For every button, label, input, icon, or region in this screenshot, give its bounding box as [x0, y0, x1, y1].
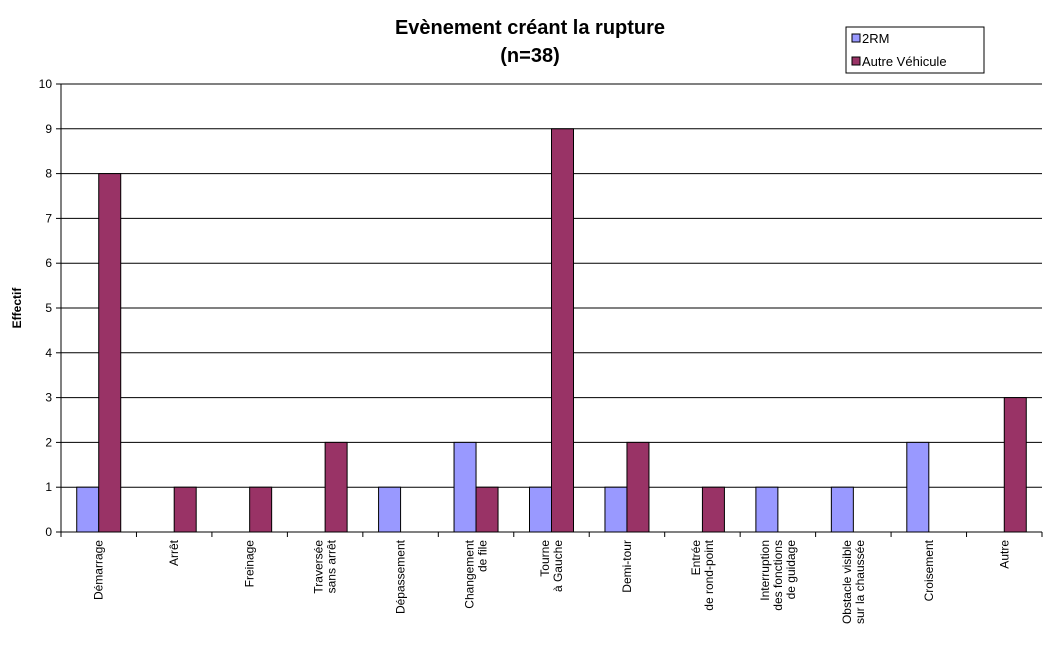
- y-tick-labels: 0 1 2 3 4 5 6 7 8 9 10: [39, 77, 53, 539]
- bar-autre-vehicule: [626, 441, 650, 533]
- bar-2rm: [76, 486, 100, 533]
- x-tick-labels: Démarrage Arrêt Freinage Traversée sans arrê…: [92, 539, 1012, 624]
- x-tick-label-line: Autre: [997, 540, 1011, 569]
- x-tick-label-line: Obstacle visible: [840, 540, 854, 624]
- y-tick-label: 2: [45, 435, 52, 449]
- x-tick-label-line: Traversée: [312, 540, 326, 594]
- x-tick-label: Démarrage: [92, 540, 106, 600]
- x-tick-label-line: Tourne: [538, 540, 552, 577]
- legend: 2RM Autre Véhicule: [845, 26, 985, 74]
- bar-autre-vehicule: [701, 486, 725, 533]
- bar-autre-vehicule: [551, 128, 574, 533]
- bar-2rm: [529, 486, 552, 533]
- legend-swatch-2rm: [851, 33, 861, 43]
- x-tick-label-line: à Gauche: [551, 540, 565, 592]
- bar-2rm: [755, 486, 779, 533]
- bar-autre-vehicule: [173, 486, 197, 533]
- x-tick-label: Arrêt: [167, 539, 181, 566]
- x-tick-label: Demi-tour: [620, 540, 634, 593]
- x-tick-label: Dépassement: [394, 539, 408, 614]
- x-tick-label-line: de file: [476, 540, 490, 572]
- y-tick-label: 10: [39, 77, 53, 91]
- y-tick-label: 0: [45, 525, 52, 539]
- x-tick-label-line: Arrêt: [167, 539, 181, 566]
- y-axis-label: Effectif: [10, 287, 24, 329]
- y-tick-label: 1: [45, 480, 52, 494]
- y-tick-label: 3: [45, 391, 52, 405]
- x-tick-label-line: sur la chaussée: [853, 540, 867, 624]
- x-tick-label: Autre: [997, 540, 1011, 569]
- bar-autre-vehicule: [475, 486, 499, 533]
- bar-2rm: [604, 486, 628, 533]
- bar-2rm: [378, 486, 402, 533]
- x-tick-label: Entrée de rond-point: [689, 539, 716, 610]
- bar-autre-vehicule: [249, 486, 273, 533]
- legend-frame: [845, 26, 985, 74]
- bar-2rm: [830, 486, 854, 533]
- legend-label-2rm: 2RM: [862, 31, 889, 46]
- x-tick-label: Tourne à Gauche: [538, 540, 565, 592]
- x-tick-label: Freinage: [243, 540, 257, 588]
- x-tick-label-line: de rond-point: [702, 539, 716, 610]
- x-tick-label: Obstacle visible sur la chaussée: [840, 540, 867, 624]
- x-tick-label-line: Changement: [463, 539, 477, 608]
- bar-2rm: [453, 441, 477, 533]
- bar-autre-vehicule: [1003, 397, 1027, 533]
- bar-autre-vehicule: [324, 441, 348, 533]
- x-tick-label-line: Croisement: [922, 539, 936, 601]
- bars: [76, 128, 1027, 533]
- legend-swatch-autre-vehicule: [851, 56, 861, 66]
- x-tick-label-line: Démarrage: [92, 540, 106, 600]
- x-tick-label-line: des fonctions: [771, 540, 785, 611]
- chart-title-line1: Evènement créant la rupture: [395, 17, 665, 39]
- y-tick-label: 7: [45, 211, 52, 225]
- x-tick-label-line: Interruption: [758, 540, 772, 601]
- x-tick-label-line: Demi-tour: [620, 540, 634, 593]
- y-tick-label: 8: [45, 167, 52, 181]
- legend-label-autre-vehicule: Autre Véhicule: [862, 54, 947, 69]
- x-tick-label: Interruption des fonctions de guidage: [758, 540, 798, 611]
- y-tick-label: 4: [45, 346, 52, 360]
- chart-title-line2: (n=38): [500, 45, 559, 67]
- x-tick-label-line: Dépassement: [394, 539, 408, 614]
- x-tick-label-line: de guidage: [784, 540, 798, 600]
- y-tick-label: 6: [45, 256, 52, 270]
- x-tick-label-line: Entrée: [689, 540, 703, 576]
- x-tick-label-line: sans arrêt: [325, 539, 339, 593]
- x-tick-label: Changement de file: [463, 539, 490, 608]
- axes: [56, 83, 1043, 537]
- y-tick-label: 5: [45, 301, 52, 315]
- bar-autre-vehicule: [98, 173, 122, 533]
- x-tick-label-line: Freinage: [243, 540, 257, 588]
- bar-2rm: [906, 441, 930, 533]
- y-tick-label: 9: [45, 122, 52, 136]
- x-tick-label: Traversée sans arrêt: [312, 539, 339, 593]
- x-tick-label: Croisement: [922, 539, 936, 601]
